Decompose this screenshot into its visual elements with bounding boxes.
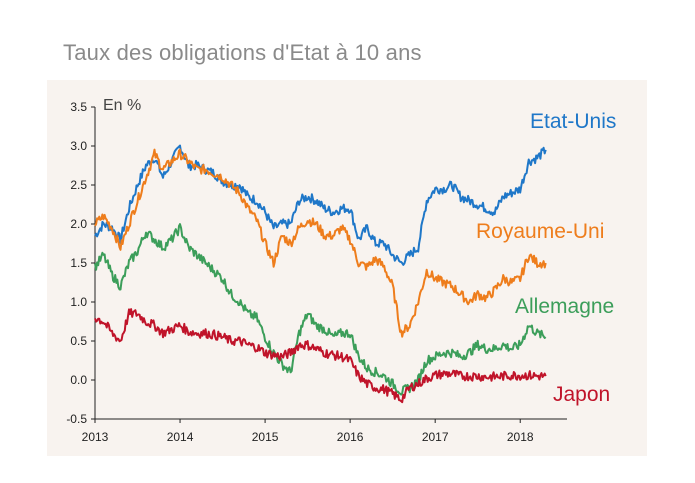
series-label-0: Etat-Unis bbox=[530, 110, 616, 133]
x-tick-label: 2014 bbox=[167, 430, 194, 444]
x-ticks: 2013 2014 2015 2016 2017 2018 bbox=[82, 419, 534, 444]
x-tick-label: 2017 bbox=[422, 430, 449, 444]
y-tick-label: 3.0 bbox=[70, 139, 87, 153]
axes bbox=[94, 107, 567, 420]
y-tick-label: 3.5 bbox=[70, 100, 87, 114]
x-tick-label: 2015 bbox=[252, 430, 279, 444]
y-tick-label: 0.0 bbox=[70, 373, 87, 387]
y-tick-label: 1.5 bbox=[70, 256, 87, 270]
series-lines bbox=[94, 144, 547, 404]
y-tick-label: 1.0 bbox=[70, 295, 87, 309]
chart-title: Taux des obligations d'Etat à 10 ans bbox=[63, 40, 422, 65]
y-ticks: -0.5 0.0 0.5 1.0 1.5 2.0 2.5 3.0 3.5 bbox=[66, 100, 95, 426]
y-tick-label: -0.5 bbox=[66, 412, 87, 426]
series-line-1 bbox=[94, 148, 547, 338]
series-label-2: Allemagne bbox=[515, 295, 614, 318]
unit-label: En % bbox=[103, 97, 141, 114]
x-tick-label: 2013 bbox=[82, 430, 109, 444]
y-tick-label: 2.5 bbox=[70, 178, 87, 192]
series-label-1: Royaume-Uni bbox=[476, 220, 604, 243]
series-line-2 bbox=[94, 223, 547, 396]
chart-panel bbox=[47, 80, 647, 456]
series-label-3: Japon bbox=[553, 383, 610, 406]
series-line-3 bbox=[94, 308, 547, 404]
x-tick-label: 2016 bbox=[337, 430, 364, 444]
y-tick-label: 2.0 bbox=[70, 217, 87, 231]
series-labels: Etat-Unis Royaume-Uni Allemagne Japon bbox=[476, 110, 616, 406]
y-tick-label: 0.5 bbox=[70, 334, 87, 348]
x-tick-label: 2018 bbox=[507, 430, 534, 444]
